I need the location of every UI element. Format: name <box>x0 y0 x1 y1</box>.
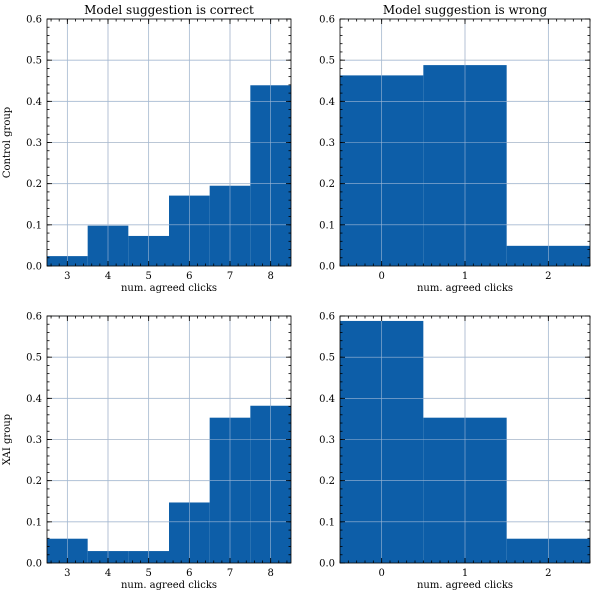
y-axis-label: XAI group <box>2 414 13 465</box>
x-tick-label: 0 <box>378 568 384 579</box>
x-tick-label: 5 <box>145 568 151 579</box>
y-tick-label: 0.3 <box>319 435 335 446</box>
y-tick-label: 0.4 <box>319 97 335 108</box>
x-axis-label: num. agreed clicks <box>121 283 217 294</box>
y-tick-label: 0.2 <box>319 476 335 487</box>
y-tick-label: 0.0 <box>319 559 335 570</box>
y-tick-label: 0.5 <box>26 56 42 67</box>
x-tick-label: 8 <box>267 271 273 282</box>
x-tick-label: 7 <box>227 271 233 282</box>
x-tick-label: 3 <box>64 568 70 579</box>
x-tick-label: 3 <box>64 271 70 282</box>
y-tick-label: 0.3 <box>26 138 42 149</box>
y-tick-label: 0.5 <box>319 56 335 67</box>
x-axis-label: num. agreed clicks <box>417 283 513 294</box>
y-tick-label: 0.1 <box>319 220 335 231</box>
x-tick-label: 2 <box>545 568 551 579</box>
y-tick-label: 0.2 <box>319 179 335 190</box>
y-tick-label: 0.1 <box>319 517 335 528</box>
x-tick-label: 5 <box>145 271 151 282</box>
y-tick-label: 0.6 <box>319 312 335 323</box>
y-tick-label: 0.4 <box>319 394 335 405</box>
y-axis-label: Control group <box>2 107 13 178</box>
panel-xai-correct: 0.0 0.1 0.2 0.3 0.4 0.5 0.6 3 4 5 6 7 8 num. agreed c… <box>2 312 291 592</box>
y-tick-label: 0.5 <box>319 353 335 364</box>
y-tick-label: 0.1 <box>26 220 42 231</box>
x-tick-label: 4 <box>105 271 111 282</box>
y-tick-label: 0.0 <box>26 262 42 273</box>
x-axis-label: num. agreed clicks <box>121 580 217 591</box>
x-tick-label: 2 <box>545 271 551 282</box>
panel-control-correct: 0.0 0.1 0.2 0.3 0.4 0.5 0.6 3 4 5 6 7 8 num. agreed c… <box>2 3 291 294</box>
y-tick-label: 0.0 <box>26 559 42 570</box>
x-tick-label: 8 <box>267 568 273 579</box>
y-tick-label: 0.2 <box>26 476 42 487</box>
y-tick-label: 0.4 <box>26 394 42 405</box>
x-tick-label: 6 <box>186 271 192 282</box>
x-tick-label: 1 <box>462 568 468 579</box>
y-tick-label: 0.3 <box>319 138 335 149</box>
panel-control-wrong: 0.0 0.1 0.2 0.3 0.4 0.5 0.6 0 1 2 num. agreed clic… <box>319 3 590 294</box>
y-tick-label: 0.4 <box>26 97 42 108</box>
y-tick-label: 0.1 <box>26 517 42 528</box>
y-tick-label: 0.6 <box>319 15 335 26</box>
x-tick-label: 7 <box>227 568 233 579</box>
x-tick-label: 4 <box>105 568 111 579</box>
x-tick-label: 0 <box>378 271 384 282</box>
chart-title: Model suggestion is correct <box>84 3 254 17</box>
y-tick-label: 0.2 <box>26 179 42 190</box>
y-tick-label: 0.0 <box>319 262 335 273</box>
x-axis-label: num. agreed clicks <box>417 580 513 591</box>
panel-xai-wrong: 0.0 0.1 0.2 0.3 0.4 0.5 0.6 0 1 2 num. agreed clic… <box>319 312 590 592</box>
y-tick-label: 0.6 <box>26 312 42 323</box>
x-tick-label: 6 <box>186 568 192 579</box>
chart-title: Model suggestion is wrong <box>383 3 548 17</box>
x-tick-label: 1 <box>462 271 468 282</box>
y-tick-label: 0.3 <box>26 435 42 446</box>
y-tick-label: 0.5 <box>26 353 42 364</box>
y-tick-label: 0.6 <box>26 15 42 26</box>
